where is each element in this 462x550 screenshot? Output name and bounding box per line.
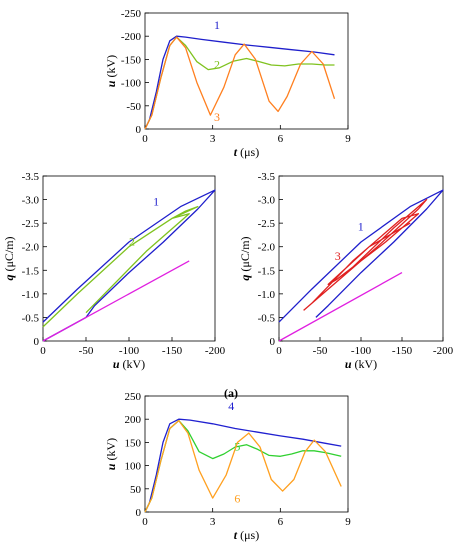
series-line-2 [42, 205, 199, 328]
y-tick-label: 100 [125, 461, 142, 473]
y-tick-label: 250 [125, 391, 142, 403]
series-label: 5 [234, 440, 240, 454]
x-tick-label: 3 [210, 516, 216, 528]
y-tick-label: -1.0 [258, 289, 276, 301]
y-tick-label: -1.5 [258, 265, 276, 277]
x-tick-label: -150 [392, 345, 413, 357]
y-tick-label: 50 [130, 484, 142, 496]
x-tick-label: -50 [313, 345, 328, 357]
series-label: 3 [335, 249, 341, 263]
x-tick-label: 9 [345, 133, 351, 145]
x-axis-label: u (kV) [345, 357, 377, 371]
y-tick-label: 0 [136, 124, 142, 136]
x-axis-label: t (μs) [234, 145, 259, 159]
x-tick-label: -100 [351, 345, 372, 357]
y-tick-label: -2.0 [258, 242, 276, 254]
x-tick-label: -200 [433, 345, 454, 357]
figure-caption: (a) [224, 386, 238, 400]
series-line-5 [144, 419, 342, 513]
series-label: 6 [234, 492, 240, 506]
series-line-3 [303, 198, 428, 311]
y-axis-label: u (kV) [104, 55, 118, 87]
x-tick-label: -100 [119, 345, 140, 357]
x-tick-label: -150 [162, 345, 183, 357]
y-axis-label: u (kV) [104, 438, 118, 470]
plot-frame [144, 395, 349, 513]
x-tick-label: 0 [40, 345, 46, 357]
chart-4: 0 3 6 9 0 50 100 150 200 250 t (μs) u (kV) 4 5 6 [104, 391, 351, 542]
y-tick-label: -0.5 [22, 312, 40, 324]
x-tick-label: 3 [210, 133, 216, 145]
series-label: 4 [228, 399, 234, 413]
series-label: 2 [214, 58, 220, 72]
y-axis-label: q (μC/m) [238, 236, 252, 280]
chart-2: 0 -50 -100 -150 -200 0 -0.5 -1.0 -1.5 -2.0 -2.5 -3.… [2, 171, 226, 371]
y-tick-label: 0 [270, 336, 276, 348]
x-tick-label: 0 [276, 345, 282, 357]
y-tick-label: 0 [136, 507, 142, 519]
y-tick-label: 0 [34, 336, 40, 348]
x-axis-label: t (μs) [234, 528, 259, 542]
chart-3: 0 -50 -100 -150 -200 0 -0.5 -1.0 -1.5 -2.0 -2.5 -3.… [238, 171, 454, 371]
x-tick-label: 9 [345, 516, 351, 528]
plot-frame [144, 12, 349, 130]
y-tick-label: -2.0 [22, 242, 40, 254]
x-tick-label: 0 [142, 516, 148, 528]
y-tick-label: -2.5 [258, 218, 276, 230]
y-tick-label: -3.5 [22, 171, 40, 183]
y-tick-label: -0.5 [258, 312, 276, 324]
y-tick-label: -1.5 [22, 265, 40, 277]
x-tick-label: 0 [142, 133, 148, 145]
y-tick-label: -100 [121, 78, 142, 90]
y-tick-label: -250 [121, 8, 142, 20]
series-label: 1 [153, 195, 159, 209]
x-tick-label: -200 [205, 345, 226, 357]
series-line-4 [144, 418, 342, 513]
series-line-1 [278, 189, 444, 323]
y-tick-label: -200 [121, 31, 142, 43]
y-tick-label: -150 [121, 54, 142, 66]
series-line-3 [144, 36, 336, 130]
y-tick-label: -50 [126, 101, 141, 113]
y-tick-label: -3.5 [258, 171, 276, 183]
series-label: 1 [358, 219, 364, 233]
y-axis-label: q (μC/m) [2, 236, 16, 280]
y-tick-label: 150 [125, 437, 142, 449]
series-label: 3 [214, 110, 220, 124]
y-tick-label: -1.0 [22, 289, 40, 301]
y-tick-label: -3.0 [22, 195, 40, 207]
series-line-ref [278, 272, 403, 342]
series-line-6 [144, 419, 342, 513]
series-line-ref [42, 260, 190, 342]
y-tick-label: -3.0 [258, 195, 276, 207]
x-axis-label: u (kV) [113, 357, 145, 371]
plot-frame [42, 175, 216, 342]
x-tick-label: -50 [79, 345, 94, 357]
series-label: 1 [214, 18, 220, 32]
x-tick-label: 6 [278, 516, 284, 528]
series-line-1 [42, 189, 216, 342]
chart-1: 0 3 6 9 0 -50 -100 -150 -200 -250 t (μs) u (kV) 1 2 3 [104, 8, 351, 159]
y-tick-label: 200 [125, 414, 142, 426]
y-tick-label: -2.5 [22, 218, 40, 230]
series-label: 2 [129, 234, 135, 248]
series-line-1 [144, 35, 335, 130]
x-tick-label: 6 [278, 133, 284, 145]
